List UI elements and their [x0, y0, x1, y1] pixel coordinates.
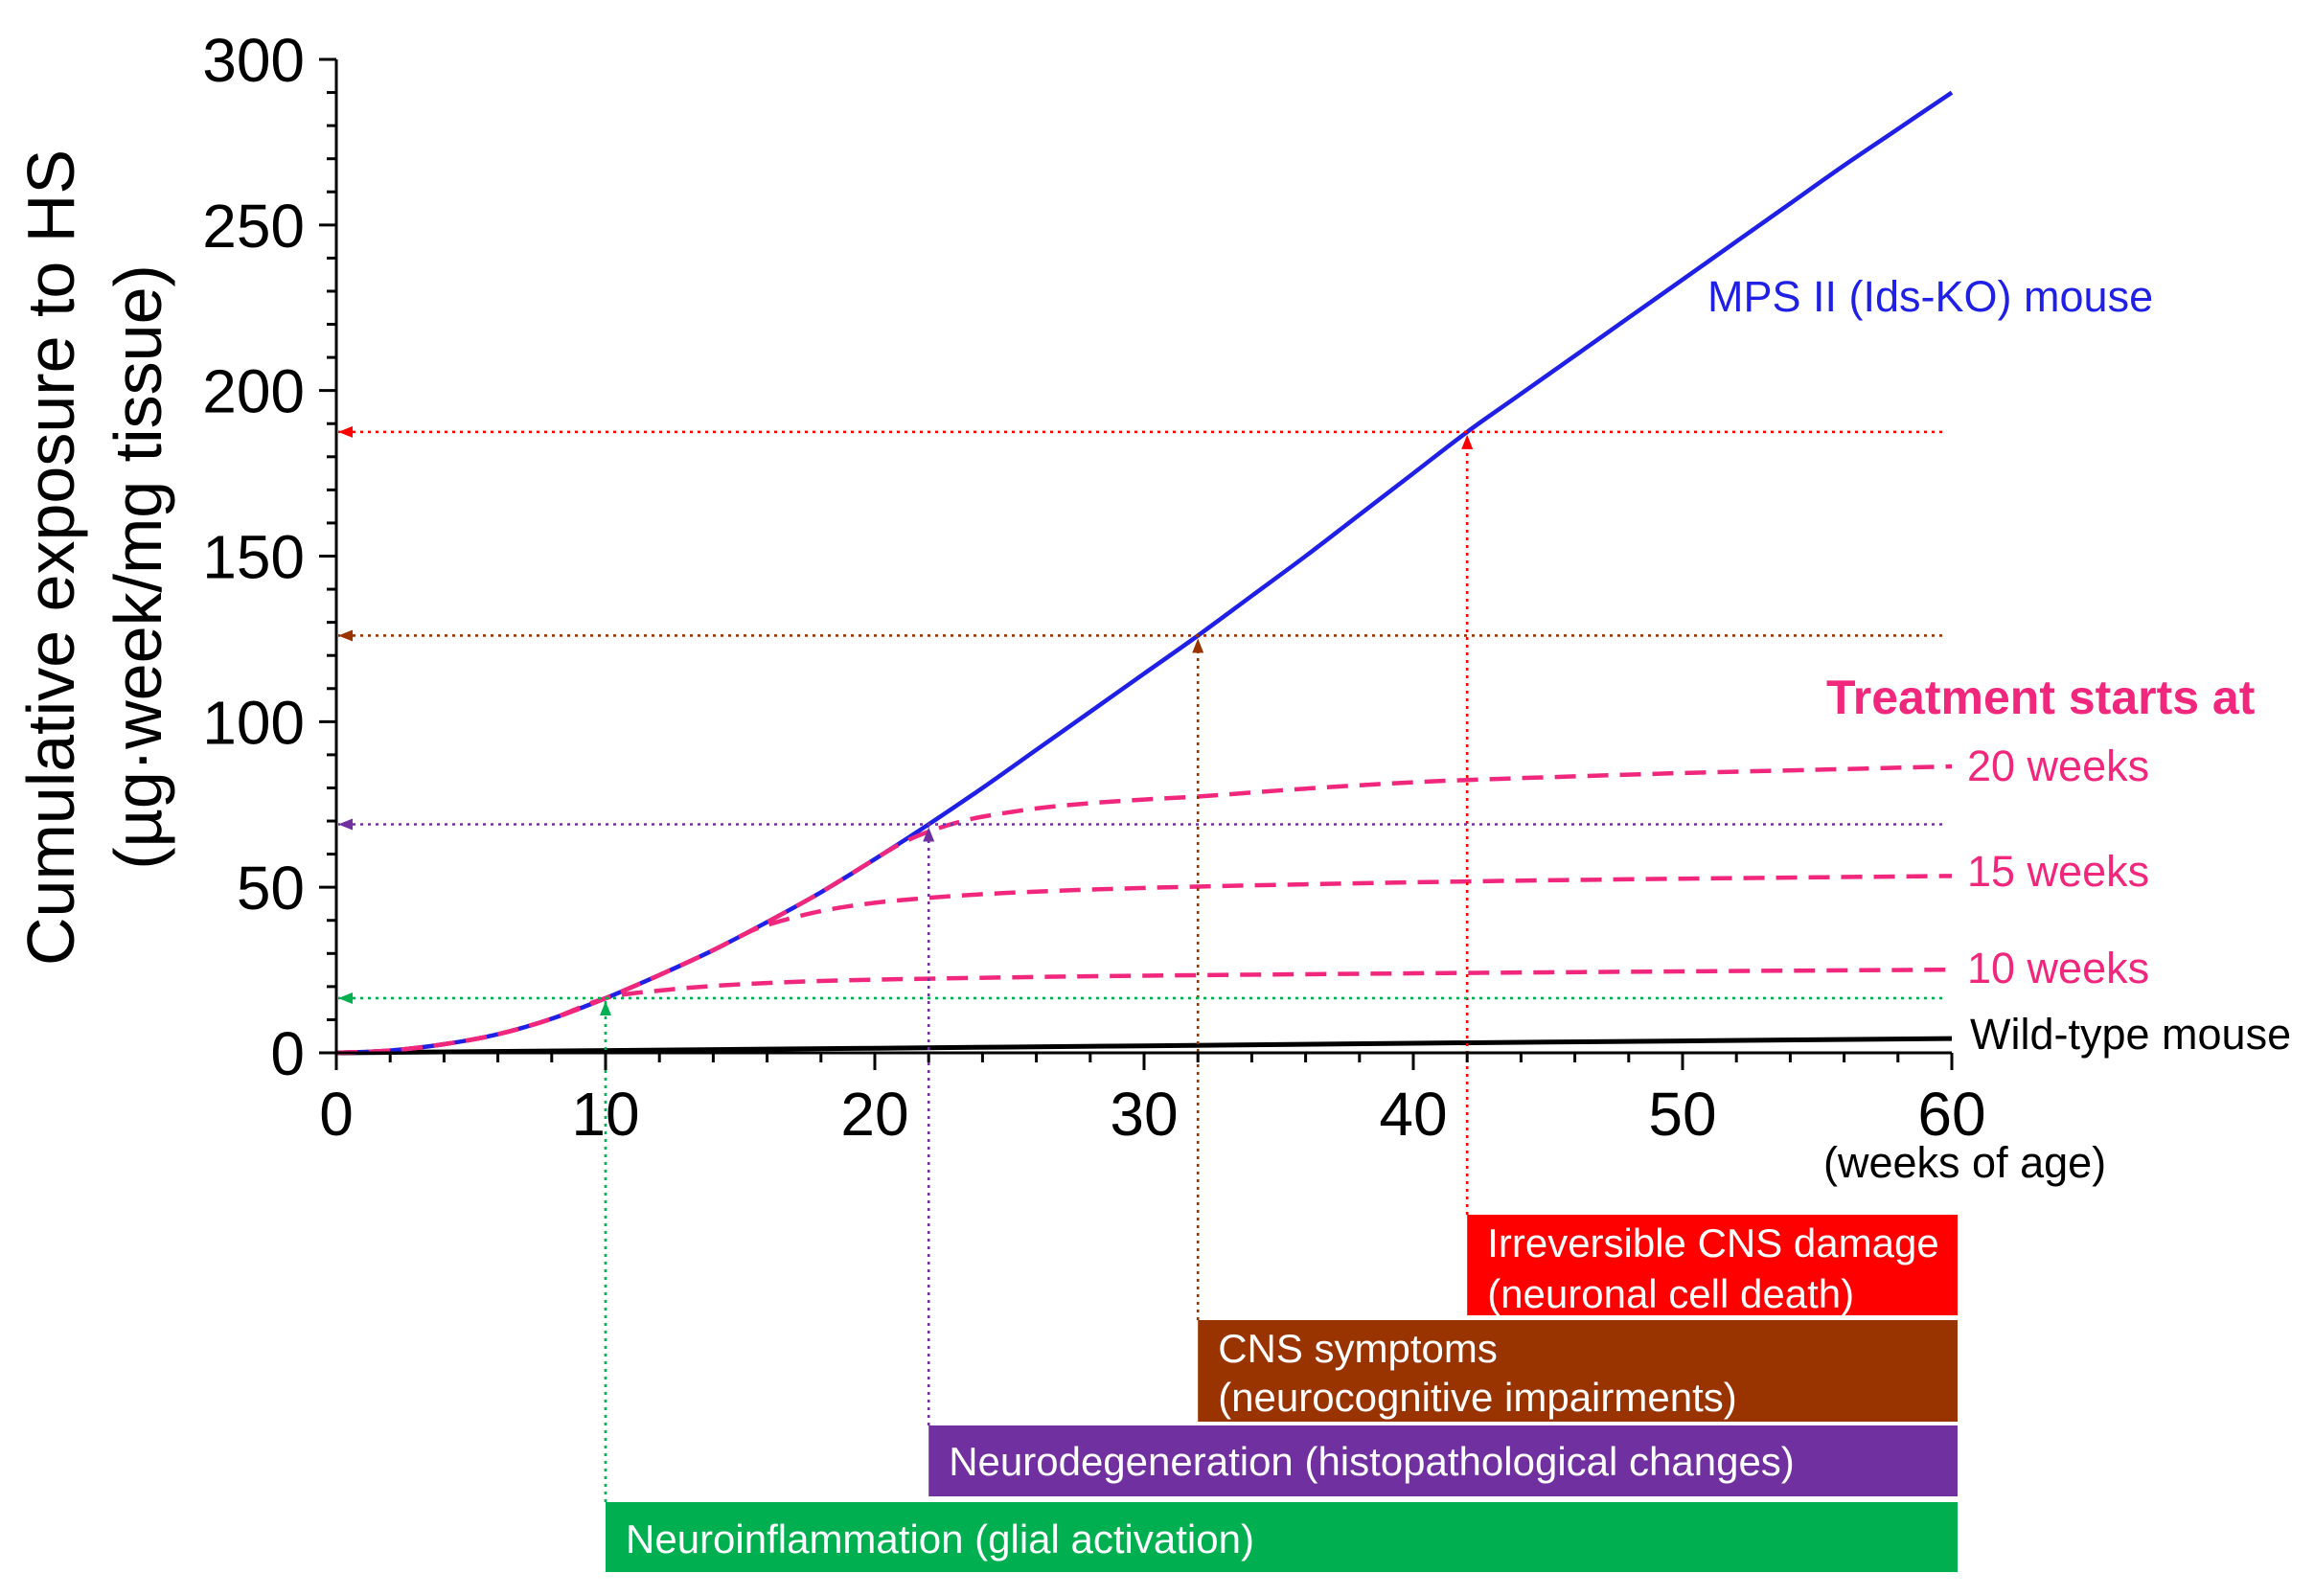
axes: 0 10 20 30 40 50 60 0 50 100 150 200 250 300 [202, 26, 1985, 1149]
x-tick-label: 60 [1917, 1080, 1985, 1149]
phase-bar-label: CNS symptoms [1218, 1326, 1498, 1371]
phase-bar-label: Neurodegeneration (histopathological cha… [949, 1439, 1795, 1484]
y-axis-title-line-2: (µg·week/mg tissue) [101, 264, 175, 870]
x-axis-unit-label: (weeks of age) [1823, 1138, 2106, 1187]
y-tick-label: 200 [202, 357, 305, 426]
y-axis-title-line-1: Cumulative exposure to HS [13, 149, 88, 966]
x-tick-label: 50 [1648, 1080, 1716, 1149]
series-line-mps2 [335, 90, 1954, 1056]
series-label-treatment-15-weeks: 15 weeks [1967, 847, 2149, 896]
treatment-starts-header: Treatment starts at [1826, 671, 2256, 724]
y-axis-title: Cumulative exposure to HS (µg·week/mg ti… [13, 149, 175, 966]
series-line-treatment-15-weeks [335, 874, 1953, 1056]
series-label-treatment-10-weeks: 10 weeks [1967, 944, 2149, 992]
y-tick-label: 150 [202, 523, 305, 592]
y-tick-label: 300 [202, 26, 305, 95]
phase-bar-label: Irreversible CNS damage [1487, 1220, 1939, 1265]
x-tick-label: 20 [840, 1080, 908, 1149]
threshold-reference-lines [338, 425, 1942, 1502]
x-tick-label: 0 [319, 1080, 354, 1149]
series-label-treatment-20-weeks: 20 weeks [1967, 741, 2149, 790]
y-tick-label: 250 [202, 192, 305, 261]
y-tick-label: 100 [202, 688, 305, 757]
series-label-mps2: MPS II (Ids-KO) mouse [1707, 272, 2153, 321]
x-tick-label: 10 [571, 1080, 639, 1149]
phase-bar [1467, 1215, 1958, 1315]
series-label-wild-type: Wild-type mouse [1970, 1010, 2291, 1059]
phase-bar [606, 1502, 1958, 1572]
y-tick-label: 50 [237, 854, 305, 923]
x-tick-label: 30 [1110, 1080, 1178, 1149]
series-lines [335, 90, 1954, 1056]
phase-bar [1198, 1320, 1958, 1422]
y-tick-label: 0 [270, 1019, 305, 1088]
phase-bar-label: Neuroinflammation (glial activation) [626, 1516, 1254, 1562]
phase-bar-label: (neuronal cell death) [1487, 1271, 1854, 1316]
phase-bar-label: (neurocognitive impairments) [1218, 1375, 1737, 1420]
phase-bar [928, 1425, 1959, 1496]
x-tick-label: 40 [1379, 1080, 1447, 1149]
series-line-wild-type [335, 1036, 1953, 1056]
phase-bars: Irreversible CNS damage (neuronal cell de… [606, 1215, 1959, 1572]
series-line-treatment-20-weeks [335, 764, 1953, 1056]
